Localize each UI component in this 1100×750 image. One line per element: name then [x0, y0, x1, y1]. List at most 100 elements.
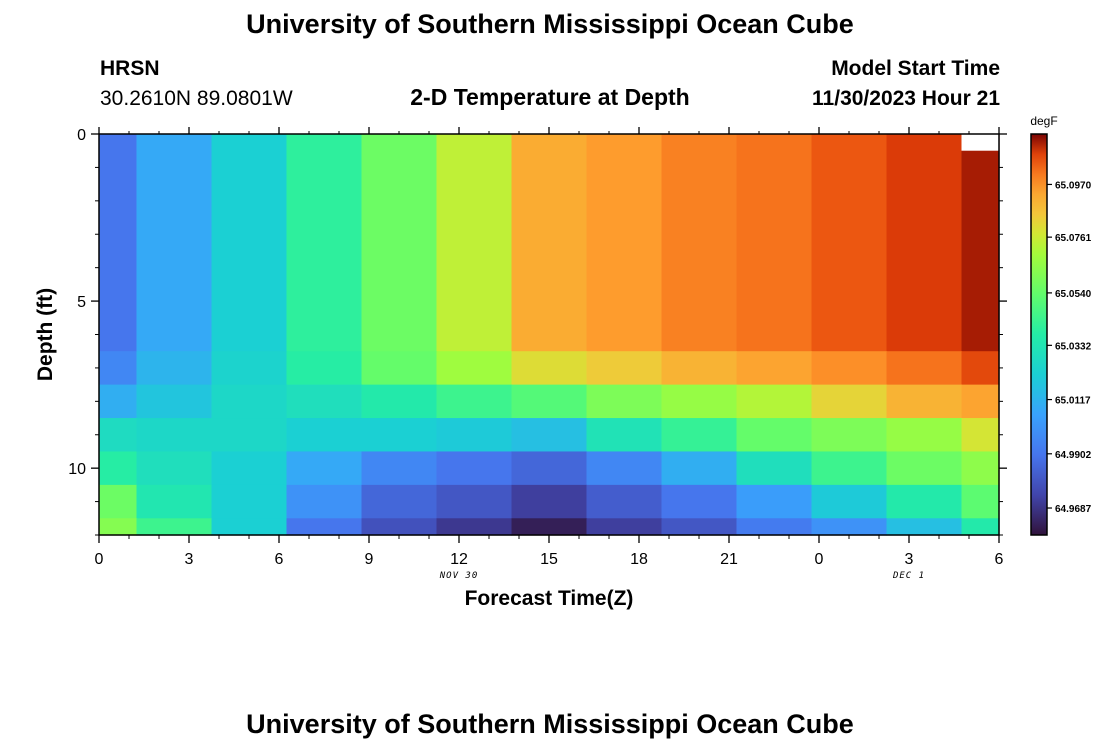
heatmap-cell [811, 451, 888, 486]
heatmap-cell [586, 484, 663, 519]
heatmap-cell [961, 451, 1000, 486]
heatmap-cell [436, 351, 513, 386]
heatmap-cell [511, 384, 588, 419]
heatmap-cell [361, 351, 438, 386]
x-tick-label: 6 [275, 551, 284, 568]
heatmap-cell [211, 351, 288, 386]
colorbar: 65.0970 65.0761 65.0540 65.0332 65.0117 64.99… [1030, 133, 1092, 536]
heatmap-cell [961, 518, 1000, 536]
heatmap-cell [286, 351, 363, 386]
heatmap-cell [511, 518, 588, 536]
x-tick-label: 12 [450, 551, 468, 568]
y-tick-label: 10 [68, 461, 86, 478]
missing-data-cell [961, 134, 1000, 151]
heatmap-cell [661, 134, 738, 352]
heatmap-cell [736, 134, 813, 352]
heatmap-cell [961, 384, 1000, 419]
heatmap-cell [961, 351, 1000, 386]
heatmap-cell [361, 451, 438, 486]
x-tick-label: 3 [185, 551, 194, 568]
heatmap-cell [661, 518, 738, 536]
heatmap-cell [886, 351, 963, 386]
heatmap-cell [361, 518, 438, 536]
heatmap-cell [811, 134, 888, 352]
heatmap-cell [811, 518, 888, 536]
heatmap-cell [136, 134, 213, 352]
heatmap-cell [211, 418, 288, 453]
y-tick-label: 5 [77, 294, 86, 311]
model-start-label: Model Start Time [831, 57, 1000, 80]
heatmap-cell [886, 418, 963, 453]
x-tick-label: 9 [365, 551, 374, 568]
heatmap-cell [961, 418, 1000, 453]
heatmap-cell [661, 451, 738, 486]
heatmap-cell [886, 134, 963, 352]
heatmap-cell [511, 418, 588, 453]
heatmap-cell [511, 484, 588, 519]
heatmap-cell [811, 351, 888, 386]
y-axis-label: Depth (ft) [34, 288, 57, 381]
heatmap-cell [211, 518, 288, 536]
heatmap-cell [736, 518, 813, 536]
model-start-value: 11/30/2023 Hour 21 [812, 87, 1000, 110]
page-title: University of Southern Mississippi Ocean… [246, 9, 854, 39]
heatmap-cell [511, 451, 588, 486]
heatmap-cell [136, 384, 213, 419]
heatmap-cell [286, 518, 363, 536]
heatmap-cell [99, 134, 138, 352]
x-tick-label: 18 [630, 551, 648, 568]
heatmap-cell [736, 384, 813, 419]
heatmap-cell [436, 484, 513, 519]
heatmap-cell [586, 451, 663, 486]
heatmap-cell [586, 384, 663, 419]
heatmap-cell [286, 418, 363, 453]
heatmap-cell [586, 518, 663, 536]
heatmap-cell [436, 384, 513, 419]
heatmap-cell [886, 484, 963, 519]
heatmap-cell [736, 451, 813, 486]
heatmap-cell [736, 484, 813, 519]
colorbar-gradient [1030, 133, 1048, 536]
heatmap-cell [136, 518, 213, 536]
heatmap-cell [436, 418, 513, 453]
station-name: HRSN [100, 57, 160, 80]
colorbar-unit: degF [1030, 114, 1057, 128]
heatmap-cell [961, 484, 1000, 519]
station-coordinates: 30.2610N 89.0801W [100, 87, 293, 110]
heatmap-cell [99, 384, 138, 419]
x-tick-label: 6 [995, 551, 1004, 568]
colorbar-tick-label: 65.0332 [1055, 341, 1092, 352]
heatmap-cell [99, 518, 138, 536]
date-label: DEC 1 [892, 571, 925, 581]
heatmap-cell [661, 484, 738, 519]
heatmap-cell [211, 484, 288, 519]
heatmap-cell [436, 518, 513, 536]
colorbar-tick-label: 65.0761 [1055, 233, 1092, 244]
y-tick-label: 0 [77, 127, 86, 144]
heatmap-cell [886, 384, 963, 419]
plot-title: 2-D Temperature at Depth [410, 84, 690, 110]
heatmap-cell [286, 484, 363, 519]
page-title-repeat: University of Southern Mississippi Ocean… [246, 709, 854, 739]
heatmap-cell [886, 451, 963, 486]
heatmap-cell [136, 451, 213, 486]
date-label: NOV 30 [439, 571, 479, 581]
heatmap-cell [99, 351, 138, 386]
heatmap-cell [99, 418, 138, 453]
colorbar-tick-label: 65.0540 [1055, 289, 1092, 300]
heatmap-cell [99, 451, 138, 486]
heatmap-cell [286, 134, 363, 352]
heatmap-cell [136, 351, 213, 386]
heatmap-cell [286, 451, 363, 486]
x-tick-label: 15 [540, 551, 558, 568]
colorbar-tick-label: 64.9902 [1055, 450, 1092, 461]
heatmap-cell [361, 418, 438, 453]
heatmap-cell [811, 384, 888, 419]
heatmap-cell [136, 418, 213, 453]
heatmap-cell [661, 351, 738, 386]
x-axis-label: Forecast Time(Z) [465, 587, 634, 610]
heatmap-cell [511, 351, 588, 386]
heatmap-cell [586, 134, 663, 352]
heatmap-cell [586, 418, 663, 453]
